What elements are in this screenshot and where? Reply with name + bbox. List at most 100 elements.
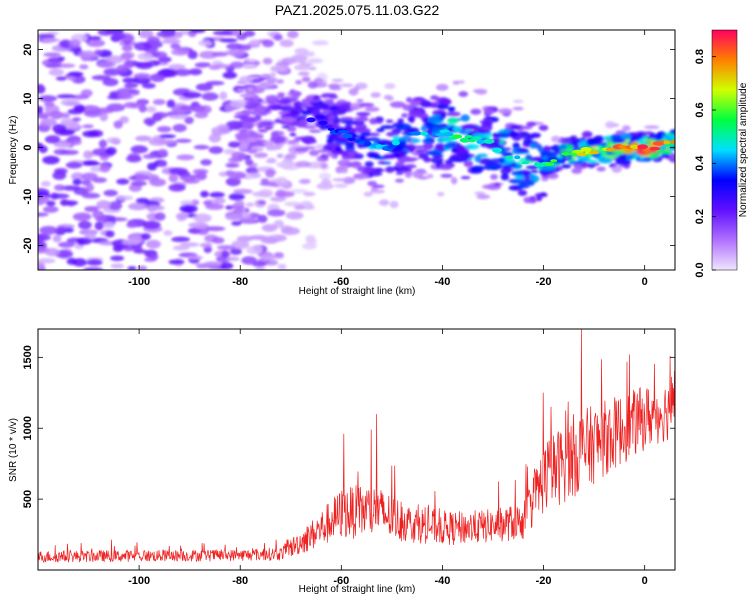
spectrogram-blob xyxy=(437,192,445,197)
spectrogram-blob xyxy=(518,182,526,189)
spectrogram-blob xyxy=(542,155,549,160)
spectrogram-blob xyxy=(96,200,112,209)
spectrogram-background-blobs xyxy=(38,30,347,270)
spectrogram-blob xyxy=(211,126,231,135)
spectrogram-core-blob xyxy=(483,138,495,144)
spectrogram-blob xyxy=(444,159,453,165)
spectrogram-blob xyxy=(297,71,310,76)
spectrogram-blob xyxy=(403,164,417,169)
spectrogram-blob xyxy=(226,256,240,262)
y-tick-label: 1500 xyxy=(22,345,34,369)
spectrogram-blob xyxy=(38,105,44,112)
spectrogram-blob xyxy=(655,149,668,154)
spectrogram-blob xyxy=(434,143,446,151)
spectrogram-blob xyxy=(385,166,395,173)
spectrogram-blob xyxy=(197,227,209,236)
spectrogram-blob xyxy=(316,182,334,190)
spectrogram-blob xyxy=(179,242,200,247)
spectrogram-blob xyxy=(38,145,48,154)
spectrogram-blob xyxy=(287,30,299,39)
spectrogram-blob xyxy=(193,213,212,223)
spectrogram-blob xyxy=(596,166,606,172)
spectrogram-blob xyxy=(76,237,92,245)
spectrogram-blob xyxy=(269,72,277,77)
spectrogram-blob xyxy=(500,173,510,181)
spectrogram-blob xyxy=(243,64,255,68)
spectrogram-blob xyxy=(581,131,593,138)
spectrogram-blob xyxy=(518,158,528,163)
spectrogram-blob xyxy=(294,205,305,210)
spectrogram-blob xyxy=(176,154,195,161)
spectrogram-blob xyxy=(281,227,301,236)
spectrogram-blob xyxy=(52,123,67,133)
spectrogram-blob xyxy=(68,39,81,48)
spectrogram-blob xyxy=(404,171,413,178)
y-tick-label: 1000 xyxy=(22,416,34,440)
spectrogram-blob xyxy=(205,203,225,210)
spectrogram-blob xyxy=(568,160,584,165)
spectrogram-blob xyxy=(96,107,115,114)
spectrogram-blob xyxy=(239,117,256,122)
spectrogram-x-ticks: -100 -80 -60 -40 -20 0 xyxy=(128,30,648,288)
spectrogram-blob xyxy=(665,135,674,142)
spectrogram-blob xyxy=(82,130,99,138)
spectrogram-blob xyxy=(219,91,228,101)
spectrogram-blob xyxy=(157,125,172,133)
spectrogram-blob xyxy=(512,142,520,150)
spectrogram-blob xyxy=(245,174,253,180)
spectrogram-blob xyxy=(452,126,462,132)
spectrogram-blob xyxy=(245,158,254,166)
spectrogram-core-blob xyxy=(505,155,514,159)
spectrogram-blob xyxy=(138,265,148,270)
spectrogram-blob xyxy=(297,136,310,140)
spectrogram-blob xyxy=(600,142,608,147)
spectrogram-blob xyxy=(205,80,225,86)
y-tick-label: 0 xyxy=(22,144,34,150)
spectrogram-blob xyxy=(447,117,459,124)
spectrogram-blob xyxy=(332,178,348,182)
spectrogram-blob xyxy=(407,116,415,122)
spectrogram-blob xyxy=(376,128,385,133)
spectrogram-blob xyxy=(38,33,56,39)
x-tick-label: -100 xyxy=(128,575,150,587)
spectrogram-ridge-core xyxy=(306,117,675,168)
spectrogram-blob xyxy=(122,239,142,246)
spectrogram-blob xyxy=(512,106,524,111)
spectrogram-blob xyxy=(298,118,309,126)
spectrogram-blob xyxy=(188,68,203,76)
spectrogram-blob xyxy=(65,138,75,143)
spectrogram-blob xyxy=(269,135,286,144)
spectrogram-blob xyxy=(308,129,322,133)
spectrogram-blob xyxy=(275,176,288,186)
spectrogram-blob xyxy=(341,156,358,160)
spectrogram-blob xyxy=(199,242,213,248)
spectrogram-blob xyxy=(242,121,255,129)
spectrogram-blob xyxy=(38,83,45,91)
spectrogram-blob xyxy=(271,131,279,138)
spectrogram-blob xyxy=(474,191,486,195)
spectrogram-blob xyxy=(485,164,500,169)
spectrogram-blob xyxy=(422,138,433,144)
spectrogram-blob xyxy=(571,167,583,174)
spectrogram-blob xyxy=(490,174,498,180)
spectrogram-blob xyxy=(56,94,76,99)
spectrogram-blob xyxy=(252,261,267,267)
snr-frame xyxy=(37,328,676,571)
spectrogram-blob xyxy=(611,150,626,155)
spectrogram-blob xyxy=(660,153,671,158)
spectrogram-core-blob xyxy=(605,147,616,152)
spectrogram-blob xyxy=(430,95,440,101)
spectrogram-blob xyxy=(360,131,371,137)
spectrogram-blob xyxy=(514,175,526,180)
spectrogram-core-blob xyxy=(521,161,530,165)
spectrogram-blob xyxy=(130,145,148,154)
spectrogram-blob xyxy=(585,139,598,147)
spectrogram-blob xyxy=(163,230,173,236)
spectrogram-blob xyxy=(281,125,290,129)
spectrogram-blob xyxy=(67,71,84,77)
spectrogram-blob xyxy=(238,144,249,152)
spectrogram-blob xyxy=(350,161,362,169)
spectrogram-blob xyxy=(288,140,297,144)
spectrogram-blob xyxy=(147,206,157,213)
spectrogram-blob xyxy=(82,124,94,129)
